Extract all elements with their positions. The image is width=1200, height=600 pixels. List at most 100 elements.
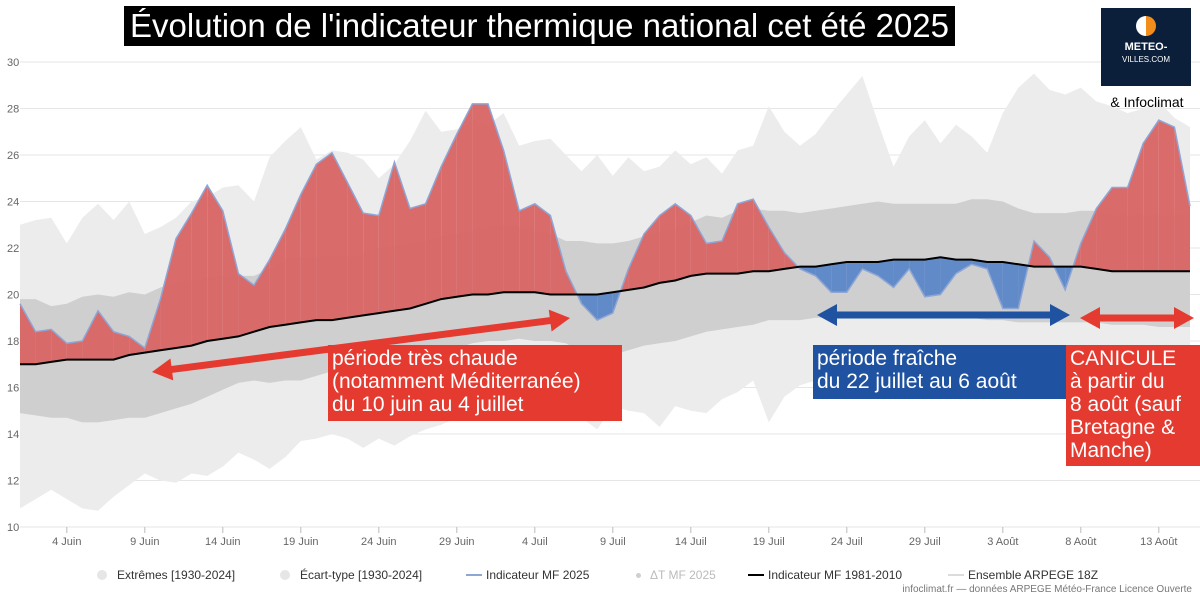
y-tick-label: 26 <box>7 150 19 162</box>
warm-anomaly-fill <box>1034 241 1050 267</box>
warm-anomaly-fill <box>488 103 504 295</box>
y-tick-label: 28 <box>7 104 19 116</box>
y-tick-label: 30 <box>7 57 19 69</box>
cool-anomaly-fill <box>1002 262 1019 309</box>
warm-anomaly-fill <box>628 234 644 290</box>
annotation-line: période très chaude <box>332 347 518 370</box>
annotation-line: CANICULE <box>1070 347 1177 370</box>
cool-anomaly-fill <box>940 257 956 295</box>
warm-anomaly-fill <box>1127 143 1144 272</box>
partner-label: & Infoclimat <box>1110 94 1184 110</box>
warm-anomaly-fill <box>644 215 660 288</box>
series-lines <box>19 103 1191 366</box>
cool-anomaly-fill <box>924 257 941 297</box>
warm-anomaly-fill <box>98 310 114 360</box>
warm-anomaly-fill <box>254 259 270 332</box>
arrow-head-left <box>817 304 837 326</box>
warm-anomaly-fill <box>160 238 176 351</box>
warm-anomaly-fill <box>66 341 83 360</box>
legend-label: Écart-type [1930-2024] <box>300 568 423 582</box>
legend-label: Ensemble ARPEGE 18Z <box>968 568 1099 582</box>
warm-anomaly-fill <box>285 194 301 325</box>
x-tick-label: 19 Juil <box>753 536 785 548</box>
annotation-line: du 10 juin au 4 juillet <box>332 393 524 416</box>
legend-label: ΔT MF 2025 <box>650 568 716 582</box>
data-source: infoclimat.fr — données ARPEGE Météo-Fra… <box>902 584 1192 595</box>
legend-line-icon <box>948 574 964 576</box>
warm-anomaly-fill <box>316 152 332 321</box>
x-tick-label: 4 Juin <box>52 536 81 548</box>
annotation-line: (notamment Méditerranée) <box>332 370 581 393</box>
x-tick-label: 9 Juin <box>130 536 159 548</box>
legend-label: Indicateur MF 2025 <box>486 568 590 582</box>
x-tick-label: 24 Juin <box>361 536 396 548</box>
warm-anomaly-fill <box>690 215 707 276</box>
x-tick-label: 14 Juin <box>205 536 240 548</box>
arrow-head-right <box>548 309 570 332</box>
legend-dot-icon <box>97 570 107 580</box>
annotation-hot-period: période très chaude (notamment Méditerra… <box>328 345 622 421</box>
warm-anomaly-fill <box>550 215 566 295</box>
warm-anomaly-fill <box>441 134 457 300</box>
cool-anomaly-fill <box>581 294 598 321</box>
warm-anomaly-fill <box>1174 127 1190 272</box>
y-axis-ticks: 10 12 14 16 18 20 22 24 26 28 30 <box>7 57 19 534</box>
warm-anomaly-fill <box>363 213 379 316</box>
cool-anomaly-fill <box>815 264 832 293</box>
warm-anomaly-fill <box>675 203 691 281</box>
x-tick-label: 24 Juil <box>831 536 863 548</box>
warm-anomaly-fill <box>1080 208 1097 269</box>
annotation-line: 8 août (sauf <box>1070 393 1181 416</box>
warm-anomaly-fill <box>1096 187 1112 272</box>
warm-anomaly-fill <box>176 213 192 348</box>
warm-anomaly-fill <box>378 162 395 314</box>
x-axis-ticks: 4 Juin 9 Juin 14 Juin 19 Juin 24 Juin 29 Juin… <box>52 527 1177 548</box>
x-tick-label: 14 Juil <box>675 536 707 548</box>
warm-anomaly-fill <box>51 329 67 362</box>
annotation-line: Manche) <box>1070 439 1152 462</box>
warm-anomaly-fill <box>737 199 754 274</box>
cool-anomaly-fill <box>597 292 613 321</box>
legend-dot-icon <box>280 570 290 580</box>
meteo-villes-logo[interactable]: METEO- VILLES.COM <box>1101 8 1191 86</box>
legend-dot-icon <box>636 573 641 578</box>
warm-anomaly-fill <box>456 103 473 297</box>
x-tick-label: 29 Juil <box>909 536 941 548</box>
chart-legend: Extrêmes [1930-2024] Écart-type [1930-20… <box>0 566 1200 584</box>
x-tick-label: 29 Juin <box>439 536 474 548</box>
warm-anomaly-fill <box>207 185 223 341</box>
logo-subline: VILLES.COM <box>1121 55 1170 64</box>
y-tick-label: 24 <box>7 197 19 209</box>
warm-anomaly-fill <box>1112 187 1128 272</box>
warm-anomaly-fill <box>238 273 254 337</box>
cool-anomaly-fill <box>956 259 972 274</box>
warm-anomaly-fill <box>1158 120 1175 272</box>
arrow-head-left <box>1080 307 1100 329</box>
legend-line-icon <box>748 574 764 576</box>
logo-name: METEO- <box>1124 41 1168 53</box>
warm-anomaly-fill <box>35 329 52 365</box>
warm-anomaly-fill <box>659 203 676 283</box>
warm-anomaly-fill <box>347 182 364 318</box>
y-tick-label: 10 <box>7 522 19 534</box>
annotation-line: période fraîche <box>817 347 958 370</box>
cool-anomaly-fill <box>909 259 925 297</box>
cool-anomaly-fill <box>846 262 863 293</box>
sun-half-icon <box>1136 16 1156 36</box>
legend-label: Extrêmes [1930-2024] <box>117 568 236 582</box>
y-tick-label: 16 <box>7 383 19 395</box>
warm-anomaly-fill <box>300 164 317 323</box>
y-tick-label: 14 <box>7 429 19 441</box>
warm-anomaly-fill <box>20 303 36 365</box>
cool-anomaly-fill <box>831 262 847 293</box>
x-tick-label: 8 Août <box>1065 536 1096 548</box>
warm-anomaly-fill <box>129 336 145 355</box>
cool-anomaly-fill <box>862 262 878 276</box>
arrow-head-right <box>1050 304 1070 326</box>
cool-anomaly-fill <box>893 259 910 288</box>
warm-anomaly-fill <box>269 229 286 327</box>
warm-anomaly-fill <box>753 199 769 272</box>
legend-line-icon <box>466 574 482 576</box>
warm-anomaly-fill <box>332 152 348 321</box>
